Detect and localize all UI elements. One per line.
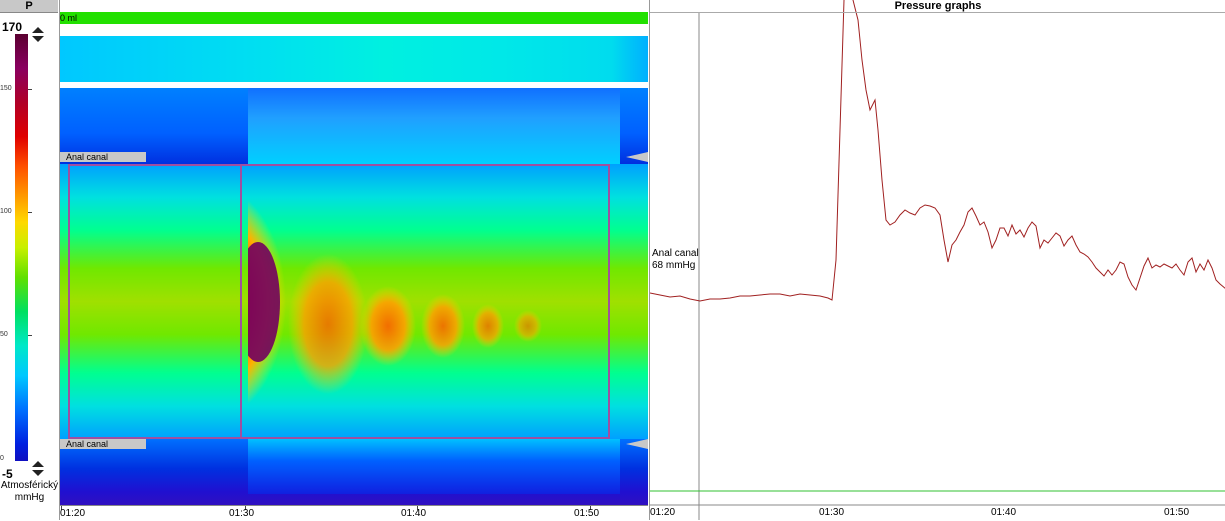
time-tick-label: 01:50 <box>574 508 600 519</box>
upper-rectum-squeeze-region <box>248 88 620 164</box>
graph-time-tick-label: 01:30 <box>819 507 845 518</box>
time-tick-mark <box>590 506 591 510</box>
arrow-down-icon[interactable] <box>32 36 44 42</box>
time-tick-mark <box>417 506 418 510</box>
graph-time-tick-label: 01:40 <box>991 507 1017 518</box>
arrow-down-icon[interactable] <box>32 470 44 476</box>
scale-tick-mark <box>28 335 32 336</box>
scale-min-value[interactable]: -5 <box>2 467 13 481</box>
pressure-graph-canvas[interactable] <box>650 0 1225 520</box>
channel-name: Anal canal <box>652 248 699 259</box>
graph-time-tick-label: 01:50 <box>1164 507 1190 518</box>
scale-max-spinner[interactable] <box>31 27 45 43</box>
scale-tick: 100 <box>0 208 12 215</box>
graph-time-tick-label: 01:20 <box>650 507 676 518</box>
spatiotemporal-plot[interactable]: 0 ml <box>60 0 648 505</box>
scale-unit: mmHg <box>14 492 45 503</box>
volume-bar: 0 ml <box>60 12 648 24</box>
scale-tick: 150 <box>0 85 12 92</box>
channel-value: 68 mmHg <box>652 260 696 271</box>
separator <box>60 30 648 36</box>
volume-label: 0 ml <box>60 13 78 23</box>
balloon-sensor-strip-edge <box>612 36 648 82</box>
time-tick-label: 01:30 <box>229 508 255 519</box>
anal-canal-pressure-trace <box>650 0 1225 302</box>
scale-tick: 0 <box>0 455 4 462</box>
time-tick-mark <box>61 506 62 510</box>
time-tick-label: 01:40 <box>401 508 427 519</box>
pressure-graph-panel[interactable]: Pressure graphs Anal canal 68 mmHg 01:20… <box>649 0 1225 520</box>
scale-tick-mark <box>28 89 32 90</box>
scale-tick: 50 <box>0 331 8 338</box>
graph-title: Pressure graphs <box>650 0 1225 13</box>
separator <box>60 82 648 88</box>
anal-canal-marker-top[interactable]: Anal canal <box>60 152 146 162</box>
scale-tick-mark <box>28 212 32 213</box>
squeeze-hotspot <box>248 184 542 420</box>
time-tick-mark <box>245 506 246 510</box>
arrow-up-icon[interactable] <box>32 27 44 33</box>
scale-unit-reference: Atmosférický <box>0 480 59 491</box>
lower-squeeze-region <box>248 439 620 494</box>
anal-canal-marker-handle[interactable] <box>626 439 648 449</box>
scale-min-spinner[interactable] <box>31 461 45 477</box>
anal-canal-marker-handle[interactable] <box>626 152 648 162</box>
spatio-time-axis: 01:20 01:30 01:40 01:50 <box>60 505 648 521</box>
color-scale-bar <box>15 34 28 461</box>
scale-max-value[interactable]: 170 <box>2 20 23 34</box>
arrow-up-icon[interactable] <box>32 461 44 467</box>
rest-selection-box[interactable] <box>68 164 242 439</box>
pressure-tab[interactable]: P <box>0 0 58 13</box>
squeeze-selection-box[interactable] <box>240 164 610 439</box>
anal-canal-marker-bottom[interactable]: Anal canal <box>60 439 146 449</box>
color-scale-panel: P 170 150 100 50 0 -5 Atmosférický mmHg <box>0 0 60 520</box>
balloon-sensor-strip <box>60 36 648 82</box>
time-tick-label: 01:20 <box>60 508 86 519</box>
